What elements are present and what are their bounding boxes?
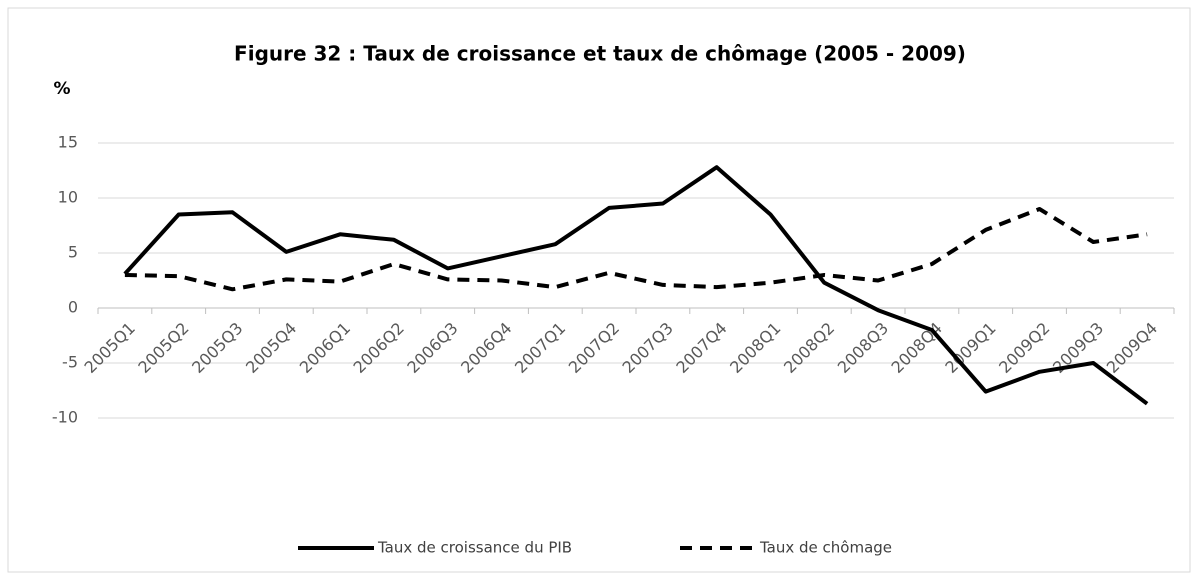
legend-label: Taux de chômage: [759, 539, 892, 557]
y-tick-label: 10: [58, 188, 78, 207]
y-tick-label: -10: [52, 408, 78, 427]
y-tick-label: 5: [68, 243, 78, 262]
series-line: [124, 207, 1148, 292]
y-axis-label: %: [53, 79, 70, 99]
chart-title: Figure 32 : Taux de croissance et taux d…: [234, 42, 966, 66]
y-tick-label: 0: [68, 298, 78, 317]
chart-border: [7, 7, 1191, 573]
legend-label: Taux de croissance du PIB: [377, 539, 572, 557]
series-line: [123, 165, 1149, 406]
y-tick-label: 15: [58, 133, 78, 152]
y-tick-label: -5: [62, 353, 78, 372]
